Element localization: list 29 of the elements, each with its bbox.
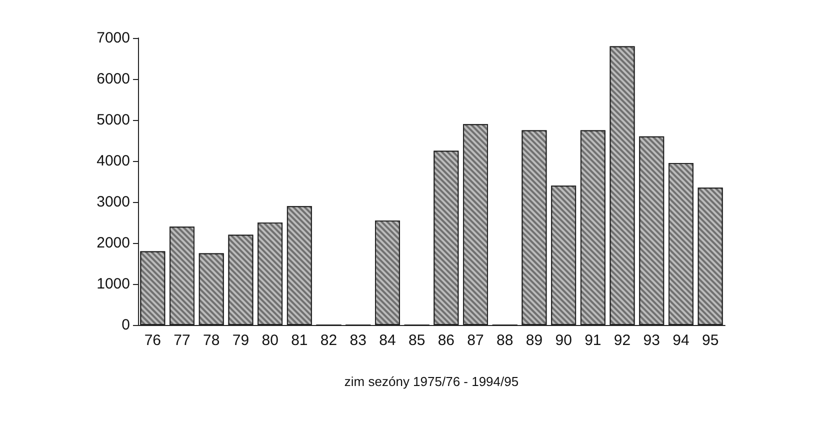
- y-tick-label: 2000: [96, 234, 130, 252]
- x-tick-label: 83: [350, 332, 366, 349]
- x-tick-label: 79: [232, 332, 250, 349]
- y-tick-label: 3000: [96, 194, 130, 210]
- x-tick-label: 95: [702, 332, 719, 349]
- x-tick-label: 88: [496, 332, 514, 349]
- x-tick-label: 80: [262, 332, 278, 349]
- y-tick-label: 1000: [96, 276, 130, 292]
- y-tick-label: 4000: [96, 152, 130, 170]
- x-tick-label: 85: [408, 332, 426, 349]
- x-tick-label: 84: [379, 332, 396, 349]
- x-tick-label: 76: [144, 332, 162, 349]
- y-tick-label: 5000: [96, 112, 130, 128]
- x-tick-label: 92: [614, 332, 631, 349]
- x-tick-label: 86: [438, 332, 455, 349]
- x-tick-label: 90: [555, 332, 572, 349]
- x-tick-label: 78: [203, 332, 220, 349]
- x-tick-label: 94: [672, 332, 690, 349]
- x-tick-label: 81: [291, 332, 308, 349]
- x-tick-label: 87: [467, 332, 484, 349]
- x-axis-title: zim sezóny 1975/76 - 1994/95: [344, 374, 519, 389]
- x-tick-label: 91: [584, 332, 602, 349]
- y-tick-label: 6000: [96, 70, 130, 88]
- y-tick-label: 0: [122, 316, 130, 334]
- x-tick-label: 89: [526, 332, 543, 349]
- x-tick-label: 82: [320, 332, 338, 349]
- y-tick-label: 7000: [96, 30, 130, 46]
- x-tick-label: 93: [643, 332, 660, 349]
- x-tick-label: 77: [174, 332, 190, 349]
